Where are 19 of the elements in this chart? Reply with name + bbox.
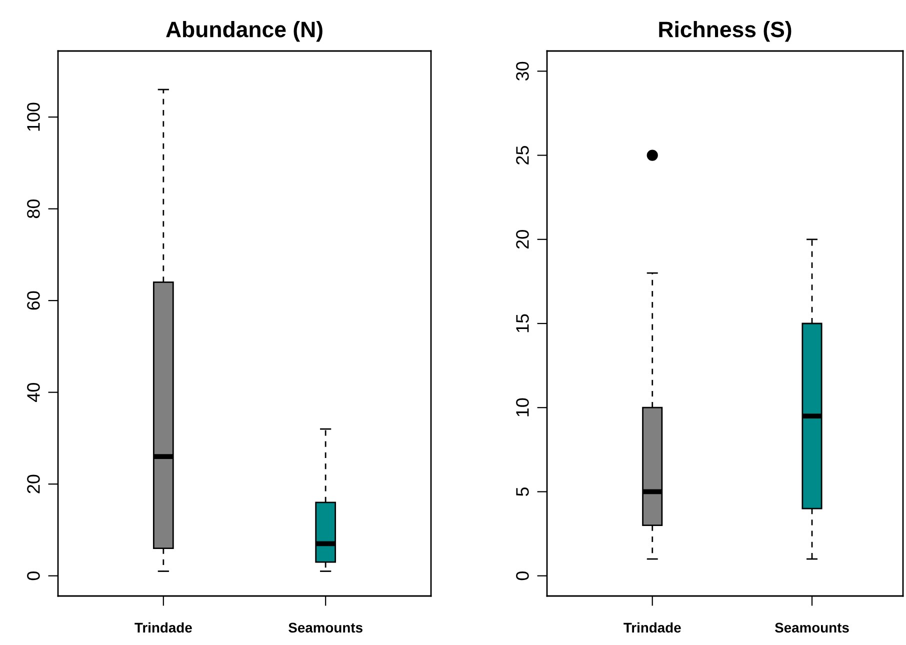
y-tick-label: 5	[516, 487, 529, 496]
chart-title: Richness (S)	[659, 21, 792, 42]
x-tick-label: Seamounts	[288, 622, 362, 633]
y-tick-label: 60	[27, 291, 40, 310]
y-tick-label: 40	[27, 382, 40, 402]
y-tick-label: 0	[516, 572, 529, 580]
chart-title: Abundance (N)	[166, 21, 322, 42]
y-tick-label: 20	[27, 474, 40, 494]
x-tick-label: Trindade	[624, 622, 681, 633]
x-tick-label: Seamounts	[774, 622, 849, 633]
y-tick-label: 20	[516, 230, 529, 249]
y-tick-label: 15	[516, 314, 529, 332]
y-tick-label: 80	[27, 199, 40, 218]
x-tick-label: Trindade	[134, 622, 192, 633]
y-tick-label: 10	[516, 398, 529, 416]
y-tick-label: 30	[516, 62, 529, 81]
y-tick-label: 0	[27, 572, 40, 580]
y-tick-label: 100	[27, 102, 40, 131]
y-tick-label: 25	[516, 146, 529, 164]
